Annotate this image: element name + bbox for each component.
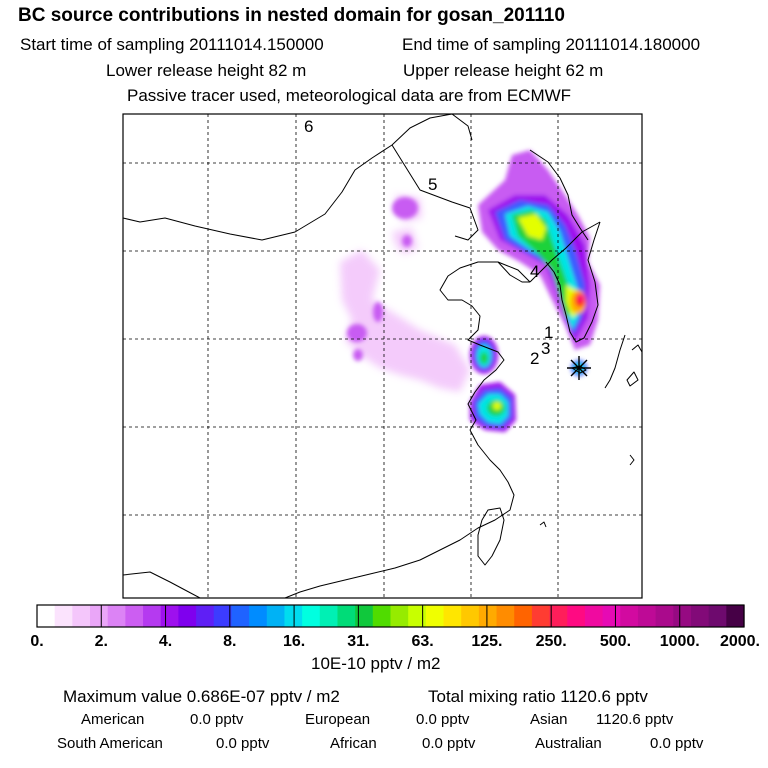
colorbar-cell <box>726 605 745 627</box>
start-time-label: Start time of sampling 20111014.150000 <box>20 35 324 54</box>
colorbar-cell <box>125 605 144 627</box>
colorbar-tick-label: 250. <box>536 633 567 650</box>
map-frame <box>122 113 643 599</box>
colorbar-cell <box>690 605 710 627</box>
american-label: American <box>81 711 145 728</box>
colorbar-tick-label: 4. <box>159 633 172 650</box>
region-label-5: 5 <box>428 175 437 194</box>
australian-label: Australian <box>535 735 602 752</box>
colorbar-cell <box>478 605 498 627</box>
colorbar-cell <box>655 605 674 627</box>
plume-shanghai <box>470 382 516 432</box>
colorbar-cell <box>90 605 109 627</box>
colorbar-cell <box>37 605 56 627</box>
african-value: 0.0 pptv <box>422 735 476 752</box>
plot-title: BC source contributions in nested domain… <box>18 5 565 26</box>
colorbar-cell <box>584 605 604 627</box>
region-label-3: 3 <box>541 339 550 358</box>
colorbar-cell <box>514 605 533 627</box>
tracer-note: Passive tracer used, meteorological data… <box>127 86 572 105</box>
plume-shandong <box>470 336 498 374</box>
colorbar-cell <box>54 605 73 627</box>
colorbar-cell <box>443 605 462 627</box>
lat-lon-grid <box>123 114 642 598</box>
colorbar-cell <box>673 605 692 627</box>
colorbar-cell <box>337 605 356 627</box>
colorbar-unit-label: 10E-10 pptv / m2 <box>311 654 441 673</box>
region-label-6: 6 <box>304 117 313 136</box>
colorbar-cell <box>107 605 126 627</box>
lower-release-label: Lower release height 82 m <box>106 61 307 80</box>
colorbar-tick-label: 2000. <box>720 633 760 650</box>
region-label-4: 4 <box>530 262 539 281</box>
colorbar-cell <box>249 605 268 627</box>
colorbar-cell <box>266 605 286 627</box>
end-time-label: End time of sampling 20111014.180000 <box>402 35 701 54</box>
south-american-label: South American <box>57 735 163 752</box>
african-label: African <box>330 735 377 752</box>
colorbar-cell <box>302 605 321 627</box>
colorbar-cell <box>196 605 215 627</box>
colorbar-tick-label: 1000. <box>660 633 700 650</box>
colorbar-cell <box>531 605 551 627</box>
european-label: European <box>305 711 371 728</box>
colorbar-cell <box>231 605 250 627</box>
colorbar-cell <box>355 605 374 627</box>
colorbar-cell <box>637 605 657 627</box>
total-mixing-label: Total mixing ratio 1120.6 pptv <box>428 687 648 706</box>
colorbar-tick-label: 16. <box>283 633 305 650</box>
colorbar-cell <box>708 605 727 627</box>
colorbar-cell <box>160 605 180 627</box>
colorbar-cell <box>496 605 515 627</box>
region-labels: 6 5 4 1 3 2 <box>304 117 553 368</box>
plume-violet <box>347 197 418 361</box>
colorbar-tick-label: 2. <box>95 633 108 650</box>
colorbar-cell <box>567 605 586 627</box>
colorbar-cell <box>390 605 409 627</box>
colorbar-tick-label: 500. <box>600 633 631 650</box>
colorbar-tick-label: 0. <box>30 633 43 650</box>
colorbar-tick-label: 31. <box>347 633 369 650</box>
colorbar-tick-label: 63. <box>412 633 434 650</box>
colorbar-cell <box>620 605 639 627</box>
european-value: 0.0 pptv <box>416 711 470 728</box>
colorbar-cell <box>319 605 339 627</box>
asian-value: 1120.6 pptv <box>596 711 674 728</box>
colorbar-cell <box>72 605 91 627</box>
colorbar-cell <box>425 605 445 627</box>
colorbar-cell <box>143 605 162 627</box>
south-american-value: 0.0 pptv <box>216 735 270 752</box>
colorbar-cell <box>549 605 568 627</box>
asian-label: Asian <box>530 711 568 728</box>
australian-value: 0.0 pptv <box>650 735 704 752</box>
colorbar-cell <box>213 605 233 627</box>
max-value-label: Maximum value 0.686E-07 pptv / m2 <box>63 687 340 706</box>
colorbar-cell <box>178 605 197 627</box>
asterisk-star-icon <box>567 356 591 380</box>
upper-release-label: Upper release height 62 m <box>403 61 604 80</box>
colorbar-cell <box>408 605 427 627</box>
coastlines <box>123 114 642 598</box>
colorbar-tick-label: 8. <box>223 633 236 650</box>
colorbar-cell <box>602 605 621 627</box>
american-value: 0.0 pptv <box>190 711 244 728</box>
plume-northeast <box>478 150 600 350</box>
colorbar-cell <box>461 605 480 627</box>
colorbar-cell <box>372 605 392 627</box>
region-label-2: 2 <box>530 349 539 368</box>
colorbar-tick-label: 125. <box>471 633 502 650</box>
region-label-1: 1 <box>544 323 553 342</box>
